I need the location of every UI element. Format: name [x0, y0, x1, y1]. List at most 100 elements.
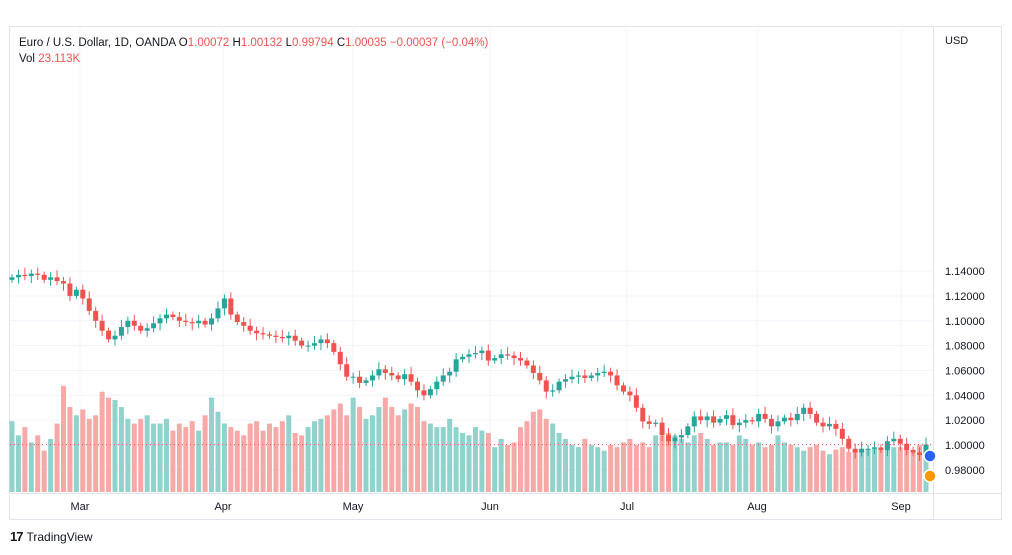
volume-bar	[820, 450, 826, 492]
chart-legend: Euro / U.S. Dollar, 1D, OANDA O1.00072 H…	[19, 35, 488, 67]
candle-body	[833, 423, 839, 429]
candle-body	[157, 318, 163, 324]
volume-bar	[35, 435, 41, 492]
volume-bar	[775, 435, 781, 492]
candle-body	[80, 289, 86, 299]
volume-bar	[736, 435, 742, 492]
candle-body	[331, 343, 337, 352]
volume-bar	[260, 430, 266, 492]
candle-body	[640, 407, 646, 422]
volume-bar	[865, 449, 871, 492]
volume-bar	[511, 442, 517, 492]
high-value: 1.00132	[240, 37, 283, 49]
event-marker-icon	[923, 449, 937, 463]
candle-body	[215, 308, 221, 319]
volume-bar	[556, 433, 562, 492]
volume-bar	[608, 444, 614, 492]
candle-body	[408, 374, 414, 382]
volume-bar	[781, 442, 787, 492]
candle-body	[144, 328, 150, 331]
volume-bar	[234, 430, 240, 492]
candle-body	[801, 407, 807, 414]
currency-label: USD	[945, 35, 968, 47]
price-tick-label: 1.04000	[945, 390, 985, 402]
volume-bar	[788, 444, 794, 492]
candle-body	[299, 340, 305, 346]
candle-body	[376, 369, 382, 376]
candle-body	[775, 421, 781, 427]
candle-body	[749, 420, 755, 422]
volume-bar	[627, 438, 633, 492]
candle-body	[511, 355, 517, 359]
candle-body	[678, 435, 684, 438]
volume-bar	[550, 423, 556, 492]
candle-body	[794, 413, 800, 421]
candle-body	[170, 314, 176, 318]
volume-bar	[743, 438, 749, 492]
candle-body	[891, 438, 897, 442]
volume-bar	[170, 430, 176, 492]
price-tick-label: 1.08000	[945, 341, 985, 353]
candle-body	[672, 437, 678, 442]
volume-bar	[434, 427, 440, 492]
volume-bar	[685, 442, 691, 492]
volume-bar	[73, 415, 79, 492]
candle-body	[582, 375, 588, 378]
volume-bar	[118, 407, 124, 492]
candle-body	[312, 343, 318, 346]
candle-body	[163, 314, 169, 319]
volume-bar	[614, 447, 620, 492]
volume-bar	[640, 442, 646, 492]
volume-bar	[672, 435, 678, 492]
candle-body	[279, 336, 285, 339]
volume-bar	[241, 435, 247, 492]
candle-body	[254, 330, 260, 334]
candle-body	[196, 320, 202, 324]
volume-label: Vol	[19, 53, 35, 65]
volume-bar	[498, 438, 504, 492]
candle-body	[292, 335, 298, 341]
symbol-title[interactable]: Euro / U.S. Dollar, 1D, OANDA	[19, 37, 176, 49]
volume-bar	[376, 407, 382, 492]
candle-body	[666, 435, 672, 442]
volume-bar	[485, 433, 491, 492]
volume-bar	[872, 447, 878, 492]
price-tick-label: 1.06000	[945, 365, 985, 377]
volume-bar	[286, 415, 292, 492]
low-value: 0.99794	[292, 37, 334, 49]
candle-body	[363, 380, 369, 383]
change-value: −0.00037 (−0.04%)	[389, 37, 489, 49]
candle-body	[814, 413, 820, 423]
candle-body	[717, 418, 723, 423]
volume-bar	[48, 438, 54, 492]
volume-bar	[273, 427, 279, 492]
candle-body	[736, 422, 742, 426]
candle-body	[389, 372, 395, 376]
event-marker-icon	[923, 469, 937, 483]
candle-body	[434, 381, 440, 390]
volume-bar	[176, 423, 182, 492]
candle-body	[305, 345, 311, 347]
candle-body	[286, 335, 292, 339]
volume-bar	[698, 433, 704, 492]
volume-bar	[859, 450, 865, 492]
candle-body	[627, 391, 633, 396]
candle-body	[241, 322, 247, 326]
volume-bar	[318, 418, 324, 492]
volume-bar	[67, 407, 73, 492]
tradingview-logo-icon[interactable]: 17	[10, 529, 24, 544]
candle-body	[273, 335, 279, 337]
volume-bar	[163, 418, 169, 492]
volume-bar	[678, 438, 684, 492]
volume-bar	[666, 433, 672, 492]
candle-body	[588, 375, 594, 378]
candle-body	[897, 438, 903, 444]
candle-body	[524, 360, 530, 366]
candle-body	[460, 356, 466, 360]
brand-name[interactable]: TradingView	[26, 529, 93, 544]
volume-bar	[138, 418, 144, 492]
candle-body	[517, 358, 523, 361]
candle-body	[151, 323, 157, 329]
volume-bar	[749, 444, 755, 492]
